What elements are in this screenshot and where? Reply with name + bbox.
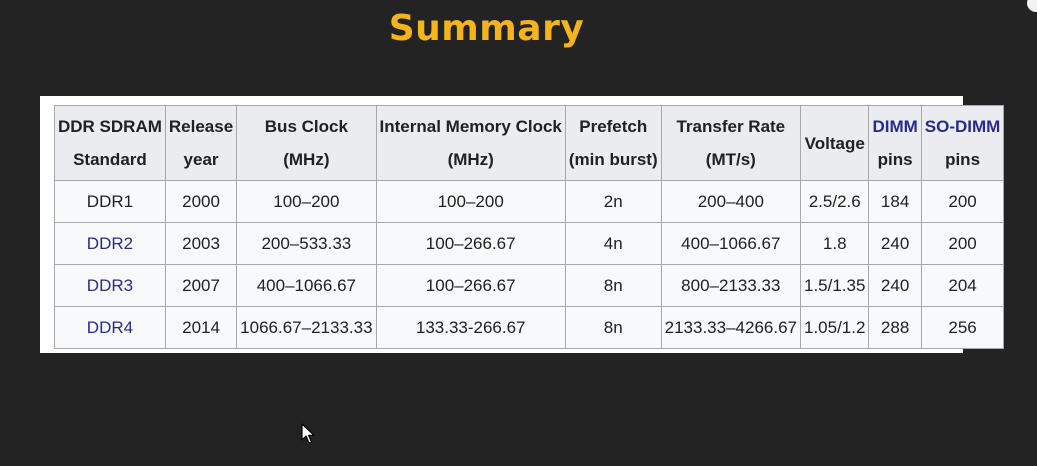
header-so-dimm-pins: SO-DIMM pins (920, 105, 1005, 181)
window-corner-indicator (1027, 0, 1037, 12)
mouse-pointer-icon (301, 423, 315, 444)
cell-standard-link[interactable]: DDR3 (54, 264, 166, 307)
cell-prefetch: 8n (564, 306, 662, 349)
cell-dimm-pins: 240 (868, 222, 922, 265)
cell-bus-clock: 200–533.33 (236, 222, 377, 265)
cell-dimm-pins: 184 (868, 180, 922, 223)
cell-so-dimm-pins: 200 (920, 222, 1005, 265)
cell-bus-clock: 1066.67–2133.33 (236, 306, 377, 349)
cell-internal-clock: 100–266.67 (375, 222, 566, 265)
cell-voltage: 1.5/1.35 (799, 264, 870, 307)
cell-prefetch: 8n (564, 264, 662, 307)
header-release-year: Release year (164, 105, 238, 181)
cell-prefetch: 4n (564, 222, 662, 265)
header-bus-clock: Bus Clock (MHz) (236, 105, 377, 181)
so-dimm-link[interactable]: SO-DIMM (924, 117, 1001, 136)
cell-voltage: 2.5/2.6 (799, 180, 870, 223)
cell-transfer-rate: 200–400 (660, 180, 802, 223)
slide-title: Summary (388, 8, 585, 49)
cell-standard-link[interactable]: DDR4 (54, 306, 166, 349)
cell-transfer-rate: 400–1066.67 (660, 222, 802, 265)
cell-bus-clock: 100–200 (236, 180, 377, 223)
dimm-link[interactable]: DIMM (872, 117, 918, 136)
cell-standard: DDR1 (54, 180, 166, 223)
cell-internal-clock: 100–266.67 (375, 264, 566, 307)
cell-dimm-pins: 240 (868, 264, 922, 307)
table-row: DDR2 2003 200–533.33 100–266.67 4n 400–1… (54, 222, 1005, 265)
cell-bus-clock: 400–1066.67 (236, 264, 377, 307)
header-transfer-rate: Transfer Rate (MT/s) (660, 105, 802, 181)
cell-so-dimm-pins: 256 (920, 306, 1005, 349)
table-row: DDR3 2007 400–1066.67 100–266.67 8n 800–… (54, 264, 1005, 307)
table-image: DDR SDRAM Standard Release year Bus Clock(… (40, 96, 1005, 353)
table-header-row: DDR SDRAM Standard Release year Bus Clock(… (54, 105, 1005, 181)
ddr-comparison-table: DDR SDRAM Standard Release year Bus Clock(… (54, 105, 1005, 349)
table-row: DDR1 2000 100–200 100–200 2n 200–400 2.5… (54, 180, 1005, 223)
cell-release-year: 2000 (164, 180, 238, 223)
cell-so-dimm-pins: 204 (920, 264, 1005, 307)
cell-voltage: 1.8 (799, 222, 870, 265)
cell-transfer-rate: 800–2133.33 (660, 264, 802, 307)
header-voltage: Voltage (799, 105, 870, 181)
cell-prefetch: 2n (564, 180, 662, 223)
cell-standard-link[interactable]: DDR2 (54, 222, 166, 265)
cell-release-year: 2003 (164, 222, 238, 265)
cell-release-year: 2014 (164, 306, 238, 349)
cell-voltage: 1.05/1.2 (799, 306, 870, 349)
header-standard: DDR SDRAM Standard (54, 105, 166, 181)
cell-so-dimm-pins: 200 (920, 180, 1005, 223)
header-dimm-pins: DIMM pins (868, 105, 922, 181)
cell-internal-clock: 133.33-266.67 (375, 306, 566, 349)
table-row: DDR4 2014 1066.67–2133.33 133.33-266.67 … (54, 306, 1005, 349)
cell-internal-clock: 100–200 (375, 180, 566, 223)
header-prefetch: Prefetch (min burst) (564, 105, 662, 181)
cell-dimm-pins: 288 (868, 306, 922, 349)
cell-transfer-rate: 2133.33–4266.67 (660, 306, 802, 349)
header-internal-clock: Internal Memory Clock (MHz) (375, 105, 566, 181)
cell-release-year: 2007 (164, 264, 238, 307)
